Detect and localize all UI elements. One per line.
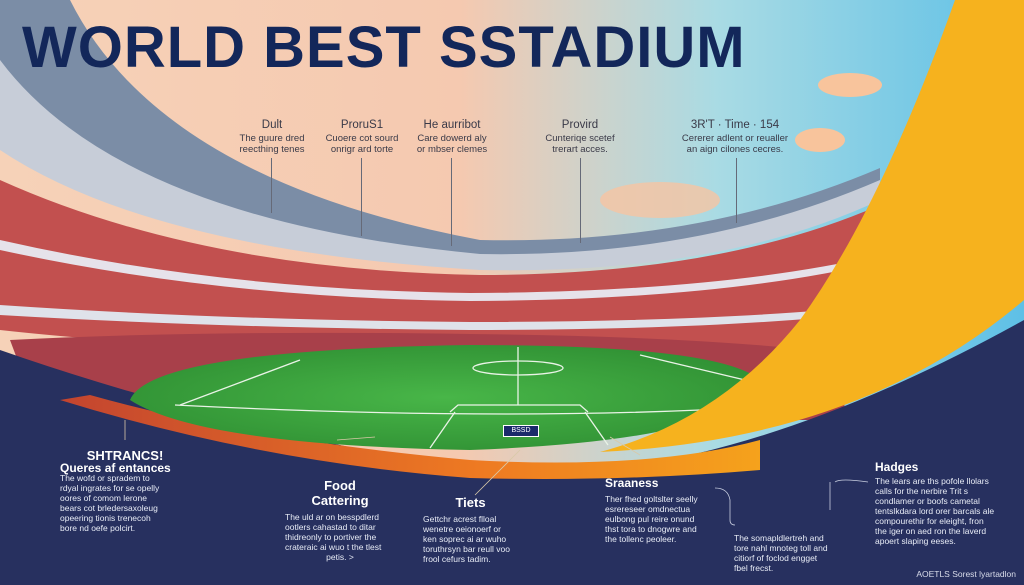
card-subheading: Cattering (311, 493, 369, 508)
card-text: the tollenc peoleer. (605, 534, 677, 544)
card-text: apoert slaping eeses. (875, 536, 956, 546)
card-hadges: Hadges The lears are ths pofole llolars … (875, 460, 1020, 546)
card-tiets: Tiets Gettchr acrest flloal wenetre oeio… (423, 495, 518, 564)
top-note-3: He aurribot Care dowerd aly or mbser cle… (392, 119, 512, 155)
pointer-line (736, 158, 737, 223)
card-text: The wofd or spradem to (60, 473, 150, 483)
top-note-2: ProruS1 Cuoere cot sourd onrigr ard tort… (302, 119, 422, 155)
card-text: ootlers cahastad to ditar (285, 522, 376, 532)
card-heading: Tiets (455, 495, 486, 510)
card-text: The uld ar on besspdlerd (285, 512, 380, 522)
card-heading: Sraaness (605, 476, 659, 490)
card-text: frool cefurs tadim. (423, 554, 491, 564)
pointer-line (451, 158, 452, 246)
card-text: condlamer or boofs cametal (875, 496, 980, 506)
top-note-text: or mbser clemes (416, 144, 488, 155)
card-text: the iger on aed ron the laverd (875, 526, 987, 536)
top-note-text: Care dowerd aly (417, 133, 487, 144)
card-text: The somapldlertreh and (734, 533, 824, 543)
card-text: opeering tionis trenecoh (60, 513, 151, 523)
card-text: eulbong pul reire onund (605, 514, 695, 524)
top-note-text: Cunteriqe scetef (545, 133, 615, 144)
card-text: compourethir for eleight, fron (875, 516, 984, 526)
top-note-heading: ProruS1 (340, 119, 384, 131)
card-text: crateraic ai wuo t the tlest (285, 542, 382, 552)
top-note-heading: Dult (261, 119, 283, 131)
card-text: tore nahl mnoteg toll and (734, 543, 828, 553)
card-heading: Hadges (875, 460, 919, 474)
top-note-text: onrigr ard torte (330, 144, 394, 155)
top-note-text: trerart acces. (552, 144, 608, 155)
top-note-text: Cuoere cot sourd (325, 133, 399, 144)
top-note-heading: He aurribot (423, 119, 481, 131)
credit-text: AOETLS Sorest lyartadlon (916, 569, 1016, 579)
card-text: toruthrsyn bar reull voo (423, 544, 510, 554)
pitch-badge: BSSD (503, 425, 539, 437)
card-text: ken soprec ai ar wuho (423, 534, 507, 544)
card-text: rdyal ingrates for se opelly (60, 483, 160, 493)
card-food: Food Cattering The uld ar on besspdlerd … (285, 478, 395, 562)
card-text: wenetre oeionoerf or (423, 524, 501, 534)
top-note-4: Provird Cunteriqe scetef trerart acces. (520, 119, 640, 155)
card-middle: The somapldlertreh and tore nahl mnoteg … (734, 533, 839, 573)
card-text: esrereseer omdnectua (605, 504, 691, 514)
card-subheading: Queres af entances (60, 461, 171, 475)
card-heading: Food (324, 478, 356, 493)
top-note-text: an aign cilones cecres. (686, 144, 784, 155)
card-heading: SHTRANCS! (86, 448, 164, 463)
top-note-text: The guure dred (239, 133, 305, 144)
top-note-5: 3R'T · Time · 154 Cererer adlent or reua… (645, 119, 825, 155)
page-title: WORLD BEST SSTADIUM (22, 15, 746, 80)
top-note-text: Cererer adlent or reualler (681, 133, 789, 144)
card-text: calls for the nerbire Trit s (875, 486, 969, 496)
card-text: bears cot brledersaxoleug (60, 503, 158, 513)
top-note-heading: 3R'T · Time · 154 (690, 119, 780, 131)
top-note-1: Dult The guure dred reecthing tenes (212, 119, 332, 155)
pointer-line (580, 158, 581, 243)
top-note-heading: Provird (561, 119, 599, 131)
card-text: thidreonly to portiver the (285, 532, 377, 542)
card-text: fbel frecst. (734, 563, 774, 573)
card-sraaness: Sraaness Ther fhed goltslter seelly esre… (605, 476, 705, 544)
card-text: Ther fhed goltslter seelly (605, 494, 698, 504)
card-text: citiorf of foclod engget (734, 553, 818, 563)
card-text: bore nd oefe polcirt. (60, 523, 136, 533)
pointer-line (361, 158, 362, 236)
card-text: Gettchr acrest flloal (423, 514, 497, 524)
pointer-line (271, 158, 272, 213)
top-note-text: reecthing tenes (239, 144, 305, 155)
card-text: oores of comom lerone (60, 493, 147, 503)
card-text: tentslkdara lord orer barcals ale (875, 506, 995, 516)
card-text: petis. > (326, 552, 354, 562)
card-entrances: SHTRANCS! Queres af entances The wofd or… (60, 448, 190, 533)
card-text: The lears are ths pofole llolars (875, 476, 989, 486)
card-text: thst tora to dnogwre and (605, 524, 697, 534)
